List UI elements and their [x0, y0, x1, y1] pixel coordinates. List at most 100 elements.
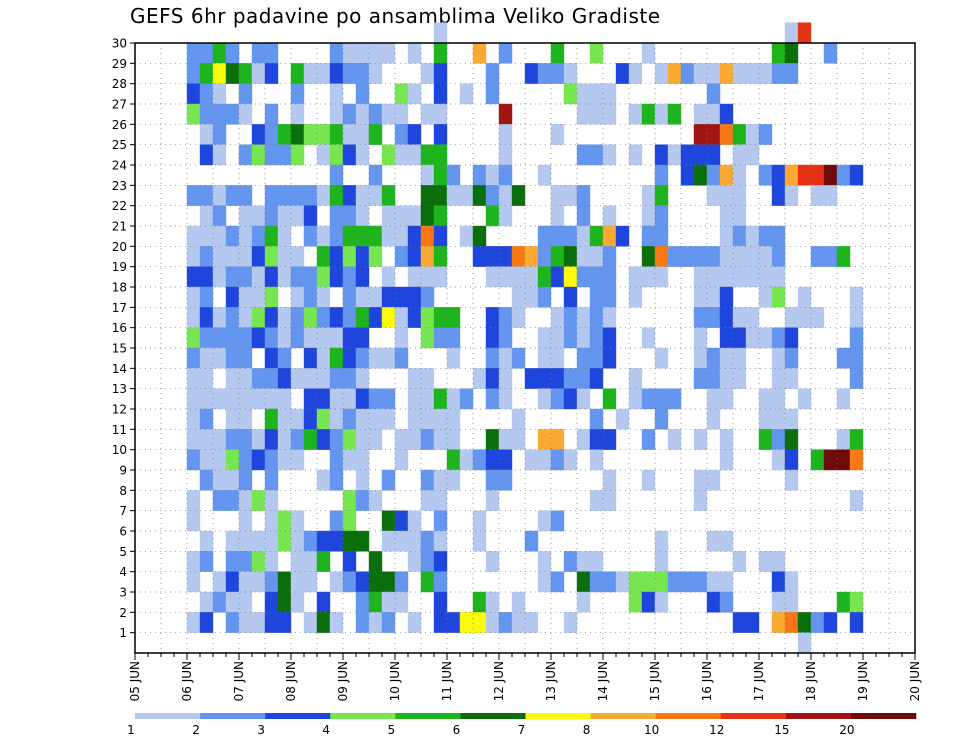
heatmap-cell [563, 246, 578, 267]
heatmap-cell [745, 612, 760, 633]
heatmap-cell [225, 246, 240, 267]
heatmap-cell [719, 388, 734, 410]
heatmap-cell [238, 246, 253, 267]
heatmap-cell [199, 103, 214, 125]
heatmap-cell [576, 368, 591, 389]
heatmap-cell [693, 347, 708, 369]
heatmap-cell [576, 571, 591, 593]
heatmap-cell [303, 408, 318, 430]
heatmap-cell [602, 571, 617, 593]
heatmap-cell [290, 368, 305, 389]
heatmap-cell [667, 388, 682, 410]
heatmap-cell [602, 205, 617, 227]
y-tick-label: 22 [112, 199, 127, 213]
y-tick-label: 16 [112, 321, 127, 335]
heatmap-cell [693, 63, 708, 84]
heatmap-cell [797, 286, 812, 308]
heatmap-cell [303, 612, 318, 633]
heatmap-cell [420, 571, 435, 593]
x-tick-label: 12 JUN [492, 661, 506, 701]
heatmap-cell [407, 429, 422, 450]
heatmap-cell [667, 103, 682, 125]
heatmap-cell [615, 571, 630, 593]
heatmap-cell [537, 225, 552, 247]
heatmap-cell [238, 327, 253, 349]
heatmap-cell [459, 83, 474, 105]
heatmap-cell [550, 327, 565, 349]
heatmap-cell [797, 612, 812, 633]
legend-level-label: 5 [388, 723, 396, 737]
heatmap-cell [342, 551, 357, 572]
heatmap-cell [537, 510, 552, 532]
heatmap-cell [264, 490, 279, 511]
heatmap-cell [368, 63, 383, 84]
heatmap-cell [329, 388, 344, 410]
heatmap-cell [550, 368, 565, 389]
heatmap-cell [381, 530, 396, 552]
heatmap-cell [589, 368, 604, 389]
heatmap-cell [589, 347, 604, 369]
heatmap-cell [394, 347, 409, 369]
y-tick-label: 14 [112, 362, 127, 376]
heatmap-cell [550, 429, 565, 450]
heatmap-cell [407, 83, 422, 105]
heatmap-cell [290, 510, 305, 532]
x-tick-label: 16 JUN [700, 661, 714, 701]
heatmap-cell [394, 103, 409, 125]
heatmap-cell [303, 307, 318, 328]
x-tick-label: 07 JUN [232, 661, 246, 701]
heatmap-cell [758, 408, 773, 430]
heatmap-cell [849, 286, 864, 308]
heatmap-cell [394, 246, 409, 267]
heatmap-cell [771, 185, 786, 206]
heatmap-cell [407, 124, 422, 145]
heatmap-cell [589, 225, 604, 247]
heatmap-cell [485, 347, 500, 369]
heatmap-cell [576, 266, 591, 288]
heatmap-cell [667, 571, 682, 593]
x-tick-label: 15 JUN [648, 661, 662, 701]
heatmap-cell [550, 449, 565, 471]
heatmap-cell [212, 144, 227, 166]
heatmap-cell [732, 551, 747, 572]
heatmap-cell [459, 612, 474, 633]
heatmap-cell [732, 612, 747, 633]
heatmap-cell [329, 164, 344, 186]
heatmap-cell [420, 551, 435, 572]
heatmap-cell [186, 266, 201, 288]
heatmap-cell [342, 185, 357, 206]
heatmap-cell [329, 307, 344, 328]
heatmap-cell [641, 103, 656, 125]
heatmap-cell [355, 144, 370, 166]
heatmap-cell [186, 551, 201, 572]
heatmap-cell [693, 286, 708, 308]
heatmap-cell [342, 205, 357, 227]
heatmap-cell [212, 246, 227, 267]
heatmap-cell [589, 266, 604, 288]
heatmap-cell [225, 551, 240, 572]
heatmap-cell [368, 347, 383, 369]
heatmap-cell [199, 347, 214, 369]
heatmap-cell [849, 327, 864, 349]
heatmap-cell [446, 164, 461, 186]
heatmap-cell [264, 124, 279, 145]
heatmap-cell [433, 408, 448, 430]
heatmap-cell [849, 490, 864, 511]
heatmap-cell [628, 571, 643, 593]
heatmap-cell [784, 42, 799, 64]
heatmap-cell [238, 388, 253, 410]
heatmap-cell [433, 83, 448, 105]
heatmap-cell [225, 63, 240, 84]
heatmap-cell [238, 429, 253, 450]
heatmap-cell [225, 266, 240, 288]
y-axis: 1234567891011121314151617181920212223242… [112, 37, 135, 640]
heatmap-cell [381, 185, 396, 206]
heatmap-cell [342, 449, 357, 471]
heatmap-cell [693, 266, 708, 288]
y-tick-label: 15 [112, 342, 127, 356]
heatmap-cell [355, 368, 370, 389]
heatmap-cell [550, 571, 565, 593]
heatmap-cell [381, 469, 396, 491]
heatmap-cell [693, 490, 708, 511]
heatmap-cell [225, 429, 240, 450]
